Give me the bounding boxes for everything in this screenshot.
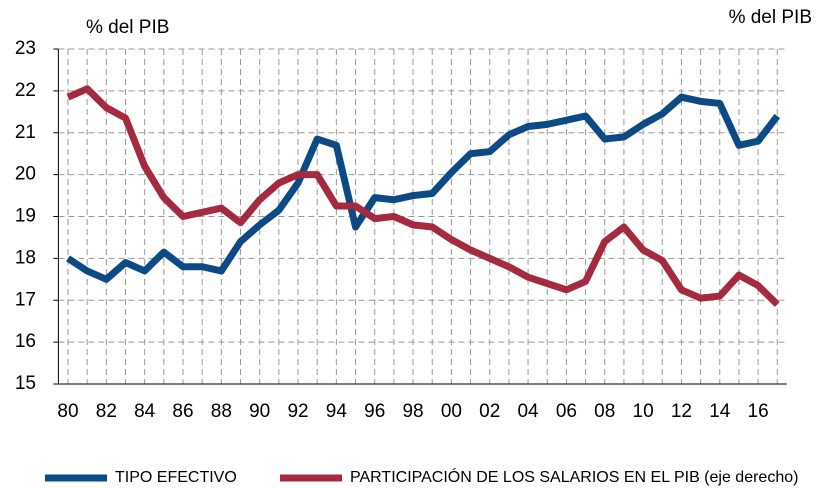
x-tick-label: 98: [402, 401, 423, 422]
x-tick-label: 16: [748, 401, 769, 422]
legend-label: TIPO EFECTIVO: [115, 469, 237, 486]
x-tick-label: 10: [633, 401, 654, 422]
legend-label: PARTICIPACIÓN DE LOS SALARIOS EN EL PIB …: [350, 467, 798, 486]
x-tick-label: 80: [57, 401, 78, 422]
y-tick-label: 22: [15, 80, 36, 101]
x-tick-label: 88: [211, 401, 232, 422]
y-tick-label: 19: [15, 206, 36, 227]
x-tick-label: 06: [556, 401, 577, 422]
y-tick-label: 16: [15, 331, 36, 352]
series-line: [66, 93, 781, 283]
x-tick-label: 90: [249, 401, 270, 422]
x-tick-label: 94: [326, 401, 348, 422]
x-tick-label: 08: [594, 401, 615, 422]
x-tick-label: 02: [479, 401, 500, 422]
series-line: [66, 85, 780, 307]
y-axis-label: % del PIB: [86, 17, 169, 38]
x-tick-label: 84: [134, 401, 156, 422]
y2-axis-label: % del PIB: [729, 7, 812, 28]
y-tick-label: 23: [15, 38, 36, 59]
x-tick-label: 04: [517, 401, 539, 422]
x-tick-label: 96: [364, 401, 385, 422]
y-tick-label: 15: [15, 373, 36, 394]
y-tick-label: 18: [15, 247, 36, 268]
y-tick-label: 20: [15, 164, 36, 185]
x-tick-label: 82: [96, 401, 117, 422]
x-tick-label: 00: [441, 401, 462, 422]
x-tick-label: 12: [671, 401, 692, 422]
x-tick-label: 92: [287, 401, 308, 422]
x-tick-label: 86: [172, 401, 193, 422]
y-tick-label: 21: [15, 122, 36, 143]
y-tick-label: 17: [15, 289, 36, 310]
x-tick-label: 14: [709, 401, 731, 422]
